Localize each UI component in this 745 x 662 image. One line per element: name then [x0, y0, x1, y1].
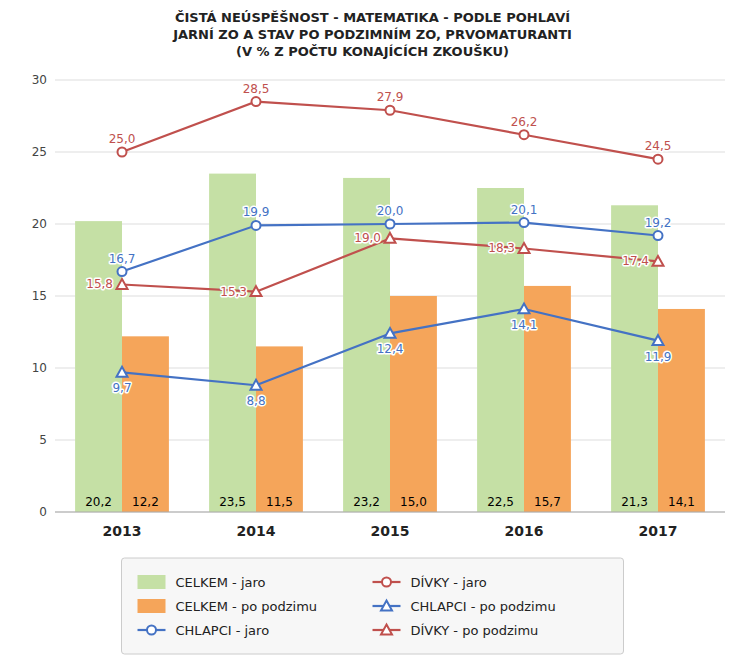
chart: ČISTÁ NEÚSPĚŠNOST - MATEMATIKA - PODLE P…	[0, 0, 745, 662]
marker	[385, 233, 396, 243]
legend-label: CELKEM - po podzimu	[176, 599, 318, 614]
title: ČISTÁ NEÚSPĚŠNOST - MATEMATIKA - PODLE P…	[172, 10, 572, 59]
plot-area	[75, 97, 705, 512]
marker	[386, 220, 395, 229]
data-label: 14,1	[511, 318, 538, 332]
data-label: 20,1	[511, 203, 538, 217]
marker	[117, 279, 128, 289]
marker	[117, 367, 128, 377]
marker	[251, 286, 262, 296]
data-label: 12,2	[132, 495, 159, 509]
marker	[520, 218, 529, 227]
data-label: 28,5	[243, 82, 270, 96]
axis-line	[55, 512, 725, 513]
marker	[653, 335, 664, 345]
data-label: 17,4	[622, 254, 649, 268]
y-tick-label: 10	[32, 361, 47, 375]
y-axis: 0 5 10 15 20 25 30	[32, 73, 725, 519]
data-label: 21,3	[621, 495, 648, 509]
data-label: 8,8	[246, 394, 265, 408]
data-label: 15,8	[86, 277, 113, 291]
data-label: 15,0	[400, 495, 427, 509]
data-label: 22,5	[487, 495, 514, 509]
legend-label: CELKEM - jaro	[176, 575, 266, 590]
legend-marker	[381, 625, 392, 635]
marker	[252, 221, 261, 230]
bar	[658, 309, 705, 512]
bar	[256, 346, 303, 512]
data-label: 15,3	[220, 285, 247, 299]
bar	[477, 188, 524, 512]
legend-box	[122, 558, 624, 654]
marker	[251, 380, 262, 390]
x-tick-label: 2015	[371, 523, 410, 539]
data-label: 26,2	[511, 115, 538, 129]
marker	[654, 155, 663, 164]
data-labels: 20,2 23,5 23,2 22,5 21,3 12,2 11,5 15,0 15,7 14,1…	[85, 82, 695, 509]
legend-marker	[147, 626, 156, 635]
data-label: 11,9	[645, 350, 672, 364]
marker	[118, 148, 127, 157]
data-label: 19,9	[243, 205, 270, 219]
marker	[519, 303, 530, 313]
bar	[209, 174, 256, 512]
data-label: 24,5	[645, 139, 672, 153]
x-tick-label: 2017	[639, 523, 678, 539]
legend-label: CHLAPCI - po podzimu	[411, 599, 556, 614]
legend-marker	[381, 601, 392, 611]
y-tick-label: 25	[32, 145, 47, 159]
legend-label: DÍVKY - jaro	[411, 575, 487, 590]
data-label: 15,7	[534, 495, 561, 509]
data-label: 11,5	[266, 495, 293, 509]
y-tick-label: 0	[39, 505, 47, 519]
data-label: 9,7	[112, 381, 131, 395]
data-label: 23,5	[219, 495, 246, 509]
marker	[654, 231, 663, 240]
legend-label: CHLAPCI - jaro	[176, 623, 270, 638]
line	[122, 223, 658, 272]
line	[122, 238, 658, 291]
data-label: 16,7	[109, 252, 136, 266]
data-label: 18,3	[488, 241, 515, 255]
data-label: 25,0	[109, 132, 136, 146]
bar	[122, 336, 169, 512]
y-tick-label: 20	[32, 217, 47, 231]
x-tick-label: 2013	[103, 523, 142, 539]
grid-line	[55, 512, 725, 513]
legend-swatch	[138, 599, 166, 613]
marker	[118, 267, 127, 276]
data-label: 12,4	[377, 342, 404, 356]
legend-swatch	[138, 575, 166, 589]
legend-label: DÍVKY - po podzimu	[411, 623, 539, 638]
line	[122, 309, 658, 385]
marker	[653, 256, 664, 266]
marker	[385, 328, 396, 338]
marker	[519, 243, 530, 253]
x-axis: 2013 2014 2015 2016 2017	[55, 512, 725, 539]
legend-marker	[382, 578, 391, 587]
legend: CELKEM - jaro CELKEM - po podzimu CHLAPCI …	[122, 558, 624, 654]
data-label: 20,2	[85, 495, 112, 509]
data-label: 27,9	[377, 90, 404, 104]
data-label: 23,2	[353, 495, 380, 509]
y-tick-label: 30	[32, 73, 47, 87]
marker	[252, 97, 261, 106]
marker	[520, 130, 529, 139]
x-tick-label: 2016	[505, 523, 544, 539]
data-label: 14,1	[668, 495, 695, 509]
marker	[386, 106, 395, 115]
line	[122, 102, 658, 160]
y-tick-label: 5	[39, 433, 47, 447]
grid-line	[55, 80, 725, 81]
x-tick-label: 2014	[237, 523, 276, 539]
data-label: 19,0	[354, 231, 381, 245]
data-label: 20,0	[377, 204, 404, 218]
y-tick-label: 15	[32, 289, 47, 303]
data-label: 19,2	[645, 216, 672, 230]
